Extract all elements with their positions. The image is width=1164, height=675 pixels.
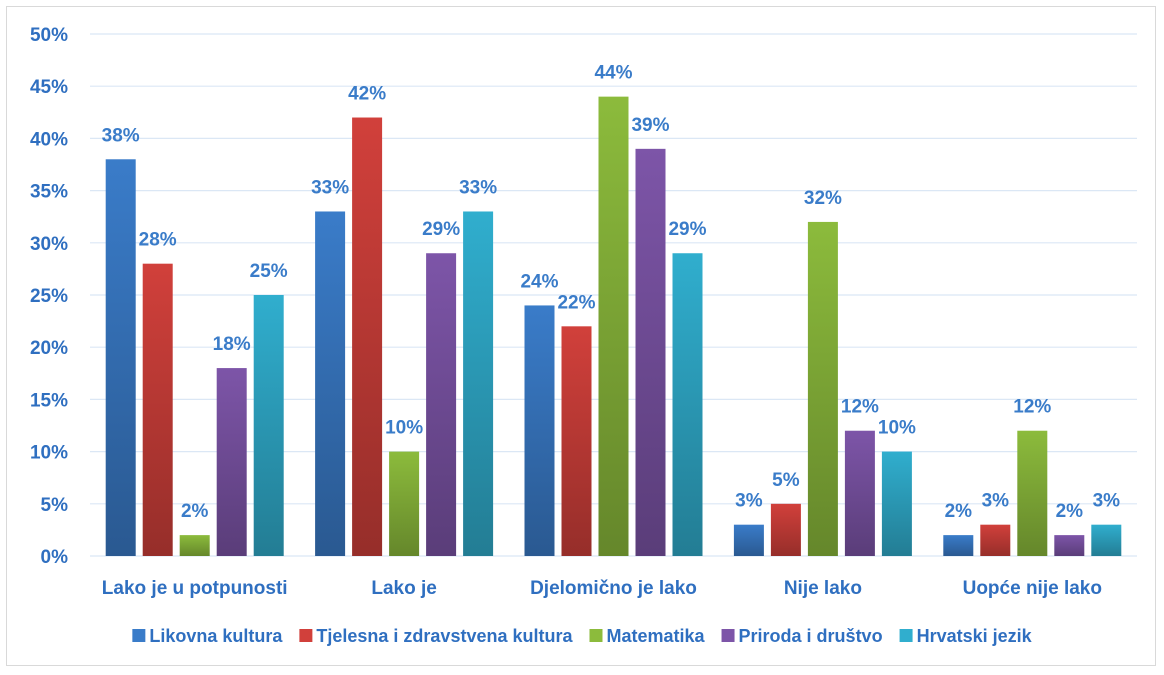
- bar-priroda-i-drustvo-nije-lako: [844, 430, 875, 556]
- data-label: 12%: [1013, 397, 1051, 418]
- bar-matematika-uopce-nije-lako: [1017, 430, 1048, 556]
- data-label: 29%: [422, 219, 460, 240]
- legend-label: Hrvatski jezik: [917, 626, 1033, 646]
- bar-tjelesna-i-zdravstvena-kultura-nije-lako: [770, 503, 801, 556]
- data-label: 42%: [348, 84, 386, 105]
- bar-likovna-kultura-djelomicno-je-lako: [524, 305, 555, 556]
- data-label: 5%: [772, 470, 800, 491]
- bar-likovna-kultura-nije-lako: [733, 524, 764, 556]
- y-tick-label: 10%: [30, 443, 68, 464]
- data-label: 32%: [804, 188, 842, 209]
- legend-item-priroda-i-drustvo: Priroda i društvo: [721, 626, 883, 646]
- bar-tjelesna-i-zdravstvena-kultura-djelomicno-je-lako: [561, 326, 592, 556]
- data-label: 2%: [181, 501, 209, 522]
- data-label: 18%: [213, 334, 251, 355]
- data-label: 24%: [520, 271, 558, 292]
- category-label-nije-lako: Nije lako: [784, 578, 862, 599]
- data-label: 33%: [311, 177, 349, 198]
- bar-hrvatski-jezik-djelomicno-je-lako: [672, 253, 703, 557]
- y-tick-label: 5%: [41, 495, 69, 516]
- y-tick-label: 20%: [30, 338, 68, 359]
- legend-swatch: [299, 629, 313, 642]
- data-label: 2%: [1056, 501, 1084, 522]
- data-label: 39%: [631, 115, 669, 136]
- bar-matematika-djelomicno-je-lako: [598, 96, 629, 556]
- legend-swatch: [132, 629, 146, 642]
- legend-swatch: [721, 629, 735, 642]
- y-tick-label: 35%: [30, 182, 68, 203]
- x-axis-categories: Lako je u potpunosti Lako je Djelomično je…: [102, 578, 1102, 599]
- data-label: 3%: [982, 491, 1010, 512]
- y-tick-label: 40%: [30, 129, 68, 150]
- legend-item-likovna-kultura: Likovna kultura: [132, 626, 283, 646]
- bar-likovna-kultura-lako-je: [315, 211, 346, 557]
- chart-frame: 0% 5% 10% 15% 20% 25% 30% 35% 40% 45% 50% 38% 28% 2%…: [6, 6, 1156, 666]
- category-label-uopce-nije-lako: Uopće nije lako: [963, 578, 1102, 599]
- bar-hrvatski-jezik-lako-je-u-potpunosti: [253, 295, 284, 556]
- bar-hrvatski-jezik-uopce-nije-lako: [1091, 524, 1122, 556]
- y-tick-label: 50%: [30, 25, 68, 46]
- y-tick-label: 25%: [30, 286, 68, 307]
- bar-tjelesna-i-zdravstvena-kultura-lako-je-u-potpunosti: [142, 263, 173, 556]
- y-tick-label: 45%: [30, 77, 68, 98]
- data-label: 33%: [459, 177, 497, 198]
- legend-item-matematika: Matematika: [589, 626, 706, 646]
- data-label: 28%: [139, 230, 177, 251]
- legend-label: Likovna kultura: [149, 626, 283, 646]
- bar-likovna-kultura-lako-je-u-potpunosti: [105, 159, 136, 556]
- data-label: 29%: [668, 219, 706, 240]
- bar-priroda-i-drustvo-djelomicno-je-lako: [635, 148, 666, 556]
- bar-priroda-i-drustvo-lako-je-u-potpunosti: [216, 368, 247, 556]
- data-label: 25%: [250, 261, 288, 282]
- data-label: 3%: [1093, 491, 1121, 512]
- bar-tjelesna-i-zdravstvena-kultura-lako-je: [352, 117, 383, 557]
- legend-label: Priroda i društvo: [739, 626, 883, 646]
- bar-matematika-nije-lako: [807, 221, 838, 557]
- data-label: 3%: [735, 491, 763, 512]
- y-axis-ticks: 0% 5% 10% 15% 20% 25% 30% 35% 40% 45% 50%: [30, 25, 68, 568]
- y-tick-label: 15%: [30, 390, 68, 411]
- data-labels: 38% 28% 2% 18% 25% 33% 42% 10% 29% 33% 24%22% 44% 39…: [102, 63, 1120, 522]
- bar-chart: 0% 5% 10% 15% 20% 25% 30% 35% 40% 45% 50% 38% 28% 2%…: [30, 25, 1137, 646]
- bar-hrvatski-jezik-nije-lako: [881, 451, 912, 556]
- data-label: 38%: [102, 125, 140, 146]
- bar-likovna-kultura-uopce-nije-lako: [943, 535, 974, 556]
- bar-priroda-i-drustvo-lako-je: [426, 253, 457, 557]
- data-label: 22%: [557, 292, 595, 313]
- data-label: 10%: [878, 418, 916, 439]
- legend-item-hrvatski-jezik: Hrvatski jezik: [899, 626, 1033, 646]
- legend-label: Matematika: [606, 626, 705, 646]
- bar-matematika-lako-je-u-potpunosti: [179, 535, 210, 556]
- bars: [105, 96, 1122, 557]
- bar-priroda-i-drustvo-uopce-nije-lako: [1054, 535, 1085, 556]
- category-label-lako-je: Lako je: [371, 578, 436, 599]
- category-label-djelomicno-je-lako: Djelomično je lako: [530, 578, 697, 599]
- legend-swatch: [899, 629, 913, 642]
- data-label: 12%: [841, 397, 879, 418]
- bar-hrvatski-jezik-lako-je: [463, 211, 494, 557]
- legend-item-tjelesna-i-zdravstvena-kultura: Tjelesna i zdravstvena kultura: [299, 626, 573, 646]
- y-tick-label: 30%: [30, 234, 68, 255]
- bar-tjelesna-i-zdravstvena-kultura-uopce-nije-lako: [980, 524, 1011, 556]
- data-label: 10%: [385, 418, 423, 439]
- y-tick-label: 0%: [41, 547, 69, 568]
- legend: Likovna kultura Tjelesna i zdravstvena ku…: [132, 626, 1033, 646]
- category-label-lako-je-u-potpunosti: Lako je u potpunosti: [102, 578, 288, 599]
- legend-swatch: [589, 629, 603, 642]
- legend-label: Tjelesna i zdravstvena kultura: [316, 626, 573, 646]
- bar-matematika-lako-je: [389, 451, 420, 556]
- data-label: 2%: [945, 501, 973, 522]
- data-label: 44%: [594, 63, 632, 84]
